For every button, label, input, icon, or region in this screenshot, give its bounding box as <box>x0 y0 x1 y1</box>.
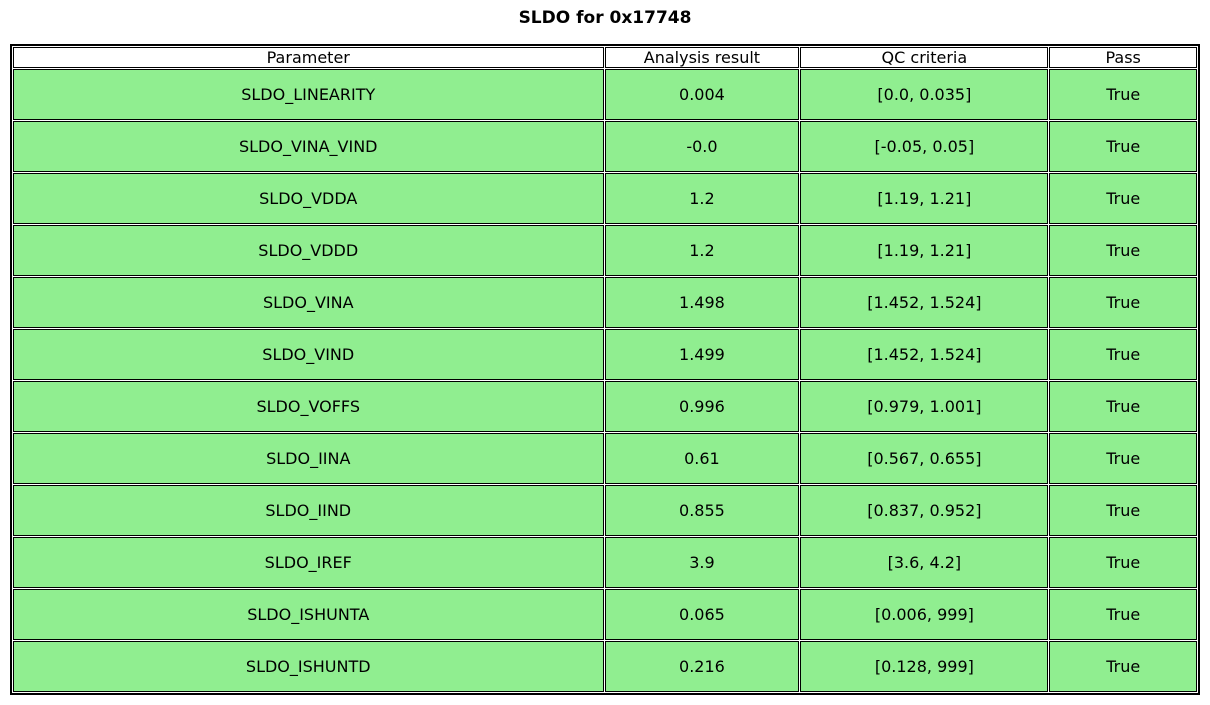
table-header: Parameter Analysis result QC criteria Pass <box>13 47 1197 68</box>
cell-pass: True <box>1049 329 1197 380</box>
qc-results-table: Parameter Analysis result QC criteria Pass … <box>10 44 1200 695</box>
table-row: SLDO_VDDD 1.2 [1.19, 1.21] True <box>13 225 1197 276</box>
table-row: SLDO_VINA 1.498 [1.452, 1.524] True <box>13 277 1197 328</box>
cell-pass: True <box>1049 537 1197 588</box>
cell-pass: True <box>1049 485 1197 536</box>
cell-qc-criteria: [3.6, 4.2] <box>800 537 1049 588</box>
cell-pass: True <box>1049 277 1197 328</box>
cell-pass: True <box>1049 69 1197 120</box>
cell-analysis-result: 1.499 <box>604 329 800 380</box>
cell-qc-criteria: [0.979, 1.001] <box>800 381 1049 432</box>
table-row: SLDO_VDDA 1.2 [1.19, 1.21] True <box>13 173 1197 224</box>
cell-analysis-result: 0.61 <box>604 433 800 484</box>
table-row: SLDO_LINEARITY 0.004 [0.0, 0.035] True <box>13 69 1197 120</box>
cell-parameter: SLDO_IINA <box>13 433 604 484</box>
cell-parameter: SLDO_IREF <box>13 537 604 588</box>
column-header-pass: Pass <box>1049 47 1197 68</box>
cell-qc-criteria: [0.006, 999] <box>800 589 1049 640</box>
cell-parameter: SLDO_IIND <box>13 485 604 536</box>
cell-parameter: SLDO_VINA_VIND <box>13 121 604 172</box>
page-title: SLDO for 0x17748 <box>518 8 692 28</box>
cell-analysis-result: 1.498 <box>604 277 800 328</box>
cell-analysis-result: 0.996 <box>604 381 800 432</box>
table-row: SLDO_IREF 3.9 [3.6, 4.2] True <box>13 537 1197 588</box>
cell-parameter: SLDO_VIND <box>13 329 604 380</box>
cell-parameter: SLDO_LINEARITY <box>13 69 604 120</box>
table-row: SLDO_ISHUNTD 0.216 [0.128, 999] True <box>13 641 1197 692</box>
cell-analysis-result: 3.9 <box>604 537 800 588</box>
table-row: SLDO_VOFFS 0.996 [0.979, 1.001] True <box>13 381 1197 432</box>
cell-parameter: SLDO_VDDA <box>13 173 604 224</box>
column-header-parameter: Parameter <box>13 47 604 68</box>
cell-pass: True <box>1049 641 1197 692</box>
cell-parameter: SLDO_VINA <box>13 277 604 328</box>
cell-analysis-result: 0.065 <box>604 589 800 640</box>
cell-analysis-result: 0.216 <box>604 641 800 692</box>
cell-qc-criteria: [1.452, 1.524] <box>800 277 1049 328</box>
cell-pass: True <box>1049 589 1197 640</box>
cell-analysis-result: 1.2 <box>604 173 800 224</box>
cell-pass: True <box>1049 225 1197 276</box>
cell-pass: True <box>1049 381 1197 432</box>
cell-pass: True <box>1049 121 1197 172</box>
cell-qc-criteria: [1.452, 1.524] <box>800 329 1049 380</box>
cell-qc-criteria: [0.0, 0.035] <box>800 69 1049 120</box>
cell-qc-criteria: [1.19, 1.21] <box>800 173 1049 224</box>
table-row: SLDO_VINA_VIND -0.0 [-0.05, 0.05] True <box>13 121 1197 172</box>
cell-analysis-result: 1.2 <box>604 225 800 276</box>
cell-qc-criteria: [1.19, 1.21] <box>800 225 1049 276</box>
cell-analysis-result: 0.855 <box>604 485 800 536</box>
table-row: SLDO_VIND 1.499 [1.452, 1.524] True <box>13 329 1197 380</box>
cell-parameter: SLDO_VDDD <box>13 225 604 276</box>
header-row: Parameter Analysis result QC criteria Pass <box>13 47 1197 68</box>
cell-pass: True <box>1049 433 1197 484</box>
cell-qc-criteria: [0.567, 0.655] <box>800 433 1049 484</box>
table-row: SLDO_IINA 0.61 [0.567, 0.655] True <box>13 433 1197 484</box>
cell-qc-criteria: [0.128, 999] <box>800 641 1049 692</box>
column-header-qc-criteria: QC criteria <box>800 47 1049 68</box>
table-body: SLDO_LINEARITY 0.004 [0.0, 0.035] True SLDO_… <box>13 69 1197 692</box>
cell-parameter: SLDO_VOFFS <box>13 381 604 432</box>
cell-parameter: SLDO_ISHUNTA <box>13 589 604 640</box>
column-header-analysis-result: Analysis result <box>604 47 800 68</box>
cell-qc-criteria: [0.837, 0.952] <box>800 485 1049 536</box>
table-row: SLDO_IIND 0.855 [0.837, 0.952] True <box>13 485 1197 536</box>
cell-analysis-result: -0.0 <box>604 121 800 172</box>
cell-pass: True <box>1049 173 1197 224</box>
cell-qc-criteria: [-0.05, 0.05] <box>800 121 1049 172</box>
table-row: SLDO_ISHUNTA 0.065 [0.006, 999] True <box>13 589 1197 640</box>
cell-parameter: SLDO_ISHUNTD <box>13 641 604 692</box>
cell-analysis-result: 0.004 <box>604 69 800 120</box>
